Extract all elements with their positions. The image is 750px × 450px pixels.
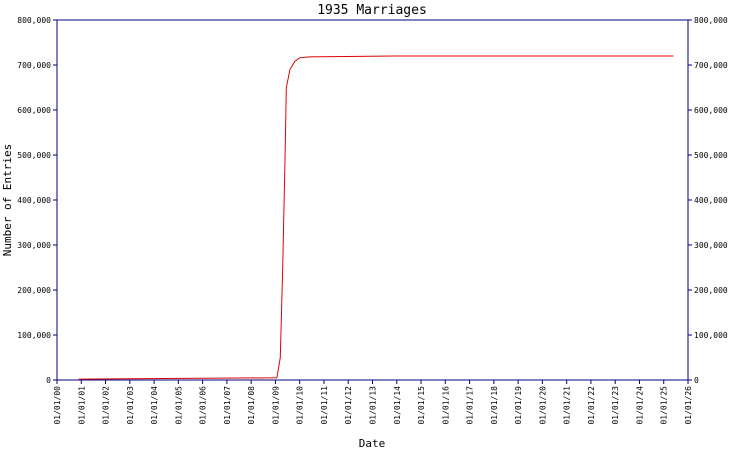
y2-tick-label: 400,000 [694, 196, 728, 205]
x-tick-label: 01/01/14 [393, 386, 402, 425]
x-tick-label: 01/01/26 [684, 386, 693, 425]
y2-tick-label: 800,000 [694, 16, 728, 25]
y-tick-label: 200,000 [17, 286, 51, 295]
x-tick-label: 01/01/07 [223, 386, 232, 425]
x-tick-label: 01/01/22 [587, 386, 596, 425]
x-tick-label: 01/01/00 [53, 386, 62, 425]
x-tick-label: 01/01/11 [320, 386, 329, 425]
x-tick-label: 01/01/05 [174, 386, 183, 425]
x-tick-label: 01/01/15 [417, 386, 426, 425]
y-tick-label: 800,000 [17, 16, 51, 25]
x-tick-label: 01/01/13 [369, 386, 378, 425]
x-tick-label: 01/01/16 [441, 386, 450, 425]
y2-tick-label: 700,000 [694, 61, 728, 70]
y2-tick-label: 200,000 [694, 286, 728, 295]
y-tick-label: 600,000 [17, 106, 51, 115]
x-tick-label: 01/01/19 [514, 386, 523, 425]
x-tick-label: 01/01/01 [77, 386, 86, 425]
x-tick-label: 01/01/12 [344, 386, 353, 425]
data-line [78, 55, 674, 380]
x-tick-label: 01/01/24 [635, 386, 644, 425]
y-axis-label: Number of Entries [1, 144, 14, 257]
y-tick-label: 500,000 [17, 151, 51, 160]
x-tick-label: 01/01/25 [660, 386, 669, 425]
x-tick-label: 01/01/09 [271, 386, 280, 425]
x-tick-label: 01/01/23 [611, 386, 620, 425]
x-tick-label: 01/01/03 [126, 386, 135, 425]
y-tick-label: 400,000 [17, 196, 51, 205]
y2-tick-label: 300,000 [694, 241, 728, 250]
y2-tick-label: 0 [694, 376, 699, 385]
x-tick-label: 01/01/17 [466, 386, 475, 425]
y-tick-label: 100,000 [17, 331, 51, 340]
x-tick-label: 01/01/20 [538, 386, 547, 425]
x-tick-label: 01/01/08 [247, 386, 256, 425]
x-tick-label: 01/01/06 [199, 386, 208, 425]
x-tick-label: 01/01/21 [563, 386, 572, 425]
x-tick-label: 01/01/04 [150, 386, 159, 425]
y2-tick-label: 500,000 [694, 151, 728, 160]
x-axis-label: Date [359, 437, 386, 450]
x-tick-label: 01/01/02 [102, 386, 111, 425]
y2-tick-label: 100,000 [694, 331, 728, 340]
y-tick-label: 700,000 [17, 61, 51, 70]
y-tick-label: 300,000 [17, 241, 51, 250]
plot-frame [56, 19, 689, 381]
y-tick-label: 0 [46, 376, 51, 385]
x-tick-label: 01/01/10 [296, 386, 305, 425]
chart-title: 1935 Marriages [317, 3, 427, 18]
x-tick-label: 01/01/18 [490, 386, 499, 425]
y2-tick-label: 600,000 [694, 106, 728, 115]
